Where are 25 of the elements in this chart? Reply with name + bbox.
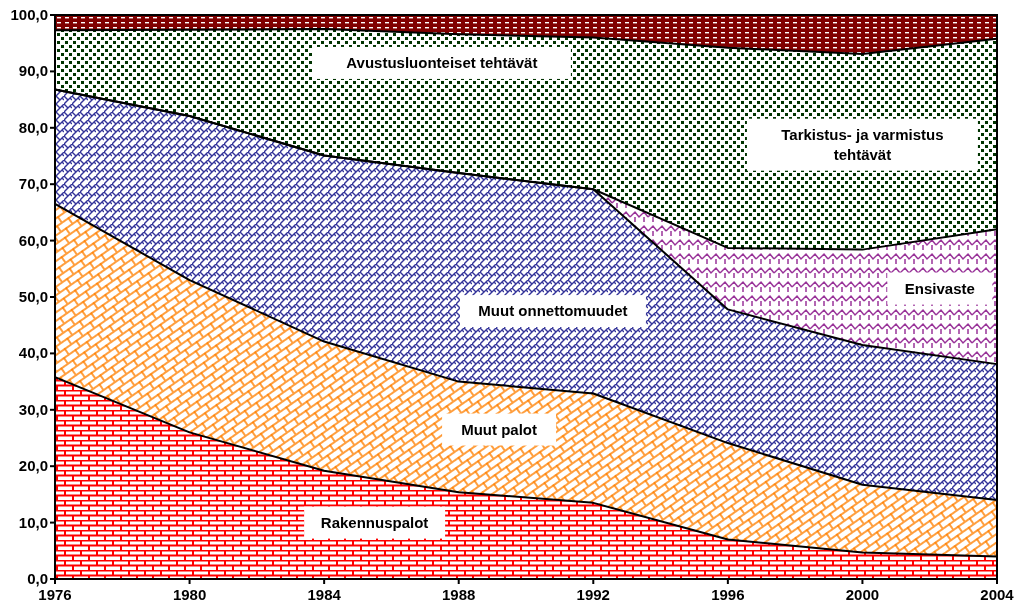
x-tick-label: 2000 [845, 586, 880, 603]
y-tick-label: 20,0 [18, 457, 48, 475]
series-label: Tarkistus- ja varmistus tehtävät [781, 125, 944, 163]
series-label: Rakennuspalot [320, 513, 429, 531]
series-label: Ensivaste [904, 279, 975, 297]
series-label: Muut onnettomuudet [478, 302, 628, 320]
y-tick-label: 30,0 [18, 400, 48, 418]
y-tick-label: 60,0 [18, 231, 48, 249]
y-tick-label: 80,0 [18, 118, 48, 136]
series-label: Avustusluonteiset tehtävät [346, 53, 538, 71]
x-tick-label: 1988 [442, 586, 476, 603]
x-tick-label: 1976 [38, 586, 72, 603]
x-tick-label: 1980 [172, 586, 207, 603]
x-tick-label: 1996 [711, 586, 745, 603]
series-label: Muut palot [461, 420, 537, 438]
y-tick-label: 10,0 [18, 513, 48, 531]
y-tick-label: 90,0 [18, 62, 48, 80]
y-tick-label: 40,0 [18, 344, 48, 362]
y-tick-label: 0,0 [27, 570, 48, 587]
y-tick-label: 70,0 [18, 175, 48, 193]
y-tick-label: 100,0 [10, 6, 48, 23]
x-tick-label: 1984 [307, 586, 342, 603]
y-tick-label: 50,0 [18, 288, 48, 305]
x-tick-label: 2004 [980, 586, 1015, 603]
x-tick-label: 1992 [576, 586, 610, 603]
